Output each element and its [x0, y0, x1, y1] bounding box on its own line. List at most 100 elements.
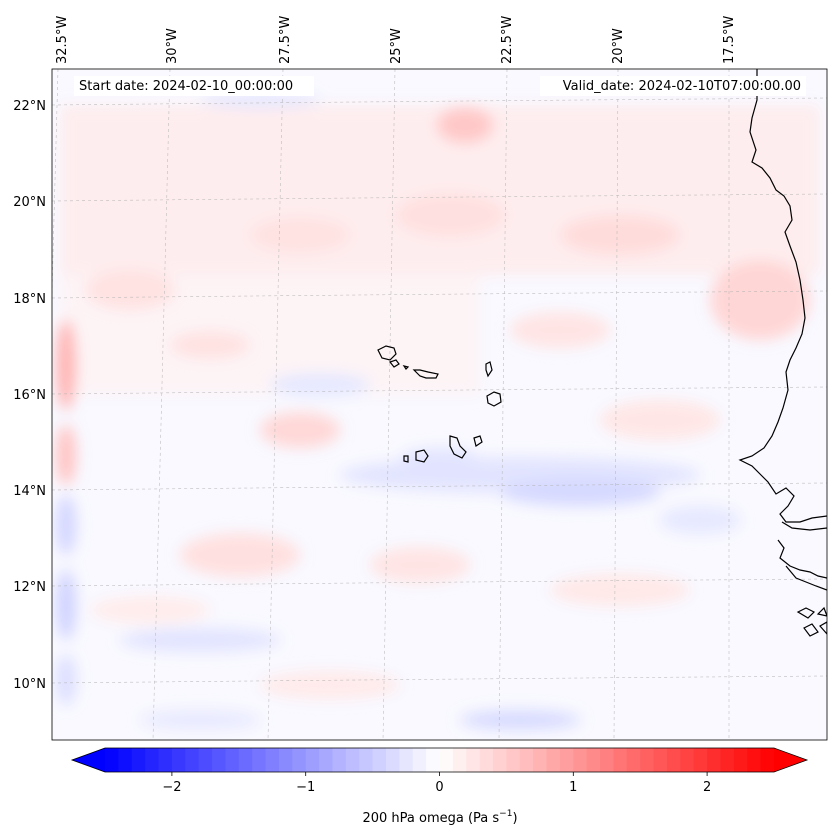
colorbar-cells: [105, 748, 775, 772]
colorbar-extend-min: [72, 748, 105, 772]
colorbar-cell: [292, 748, 307, 772]
gridline-lon-20w: [613, 69, 619, 740]
colorbar-label: 200 hPa omega (Pa s−1): [362, 809, 517, 826]
gridline-lat-22n: [52, 97, 827, 106]
colorbar-cell: [693, 748, 708, 772]
omega-field: [56, 92, 820, 730]
gridline-lat-20n: [52, 193, 827, 202]
colorbar-cell: [185, 748, 200, 772]
valid-date-label: Valid_date: 2024-02-10T07:00:00.00: [563, 79, 801, 94]
colorbar-label-exponent: −1: [499, 809, 512, 819]
colorbar-cell: [626, 748, 641, 772]
colorbar-cell: [439, 748, 454, 772]
colorbar-cell: [265, 748, 280, 772]
colorbar-cell: [760, 748, 775, 772]
colorbar-cell: [640, 748, 655, 772]
colorbar-cell: [747, 748, 762, 772]
island-boa-vista: [486, 391, 502, 407]
colorbar-cell: [546, 748, 561, 772]
lat-label-22n: 22°N: [13, 99, 46, 114]
bijagos-islands: [796, 606, 827, 637]
colorbar-cell: [105, 748, 119, 772]
colorbar-cell: [359, 748, 374, 772]
colorbar-cell: [212, 748, 227, 772]
colorbar-tick-label: −2: [162, 780, 181, 795]
lat-label-14n: 14°N: [13, 484, 46, 499]
longitude-labels: 32.5°W 30°W 27.5°W 25°W 22.5°W 20°W 17.5…: [55, 16, 737, 64]
colorbar-cell: [533, 748, 548, 772]
colorbar-outline: [70, 747, 809, 773]
colorbar-extend-max: [774, 748, 807, 772]
lon-label-20w: 20°W: [611, 28, 626, 64]
africa-coastline: [738, 69, 827, 523]
lat-label-16n: 16°N: [13, 388, 46, 403]
lon-label-25w: 25°W: [389, 28, 404, 64]
colorbar-cell: [252, 748, 267, 772]
colorbar-cell: [118, 748, 133, 772]
gridline-lon-22-5w: [498, 69, 508, 740]
lat-label-10n: 10°N: [13, 677, 46, 692]
gridline-lat-12n: [52, 578, 827, 587]
colorbar-cell: [479, 748, 494, 772]
guinea-coastline: [785, 565, 827, 591]
colorbar-cell: [171, 748, 186, 772]
island-santiago: [449, 435, 467, 459]
colorbar-cell: [733, 748, 748, 772]
latitude-labels: 22°N 20°N 18°N 16°N 14°N 12°N 10°N: [13, 99, 46, 692]
colorbar-cell: [278, 748, 293, 772]
colorbar-cell: [680, 748, 695, 772]
guinea-bissau-coastline: [777, 539, 827, 579]
colorbar-cell: [238, 748, 253, 772]
lat-label-20n: 20°N: [13, 195, 46, 210]
colorbar-cell: [319, 748, 334, 772]
island-fogo: [415, 449, 429, 463]
map-frame: [51, 68, 828, 741]
colorbar-cell: [412, 748, 427, 772]
gridline-lon-25w: [382, 69, 396, 740]
colorbar-cell: [399, 748, 414, 772]
island-santa-luzia: [402, 365, 410, 370]
colorbar-cell: [707, 748, 722, 772]
colorbar-cell: [720, 748, 735, 772]
island-sal: [485, 361, 493, 378]
island-santo-antao: [377, 345, 397, 361]
colorbar-cell: [559, 748, 574, 772]
colorbar-cell: [372, 748, 387, 772]
colorbar-cell: [613, 748, 628, 772]
colorbar-cell: [305, 748, 320, 772]
colorbar-label-suffix: ): [512, 811, 517, 826]
colorbar-cell: [426, 748, 441, 772]
colorbar-cell: [452, 748, 467, 772]
island-maio: [473, 435, 483, 447]
colorbar-cell: [466, 748, 481, 772]
lon-label-32-5w: 32.5°W: [55, 16, 70, 64]
colorbar-cell: [666, 748, 681, 772]
colorbar-cell: [506, 748, 521, 772]
gridline-lat-14n: [52, 482, 827, 491]
colorbar-cell: [332, 748, 347, 772]
colorbar: −2 −1 0 1 2 200 hPa omega (Pa s−1): [70, 747, 809, 826]
colorbar-cell: [145, 748, 160, 772]
colorbar-tick-label: 0: [435, 780, 443, 795]
gridlines: [52, 69, 827, 740]
island-sao-nicolau: [412, 369, 439, 379]
colorbar-tick-label: 1: [569, 780, 577, 795]
lon-label-22-5w: 22.5°W: [500, 16, 515, 64]
colorbar-ticks: −2 −1 0 1 2: [162, 772, 711, 795]
colorbar-cell: [653, 748, 668, 772]
colorbar-cell: [573, 748, 588, 772]
lon-label-17-5w: 17.5°W: [722, 16, 737, 64]
start-date-box: [74, 76, 314, 96]
valid-date-box: [540, 76, 806, 96]
gridline-lat-18n: [52, 290, 827, 299]
lat-label-12n: 12°N: [13, 580, 46, 595]
colorbar-cell: [493, 748, 507, 772]
colorbar-cell: [385, 748, 400, 772]
gambia-coastline: [781, 521, 827, 531]
gridline-lon-27-5w: [267, 69, 284, 740]
lon-label-30w: 30°W: [165, 28, 180, 64]
colorbar-cell: [345, 748, 360, 772]
colorbar-cell: [158, 748, 173, 772]
lat-label-18n: 18°N: [13, 292, 46, 307]
